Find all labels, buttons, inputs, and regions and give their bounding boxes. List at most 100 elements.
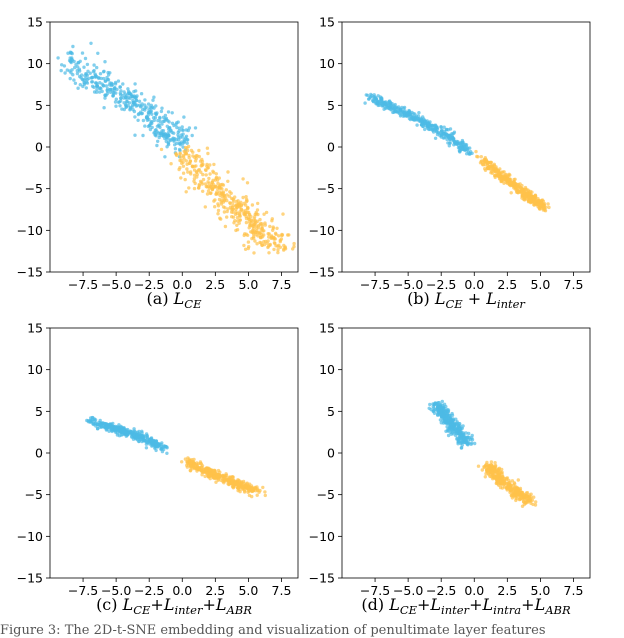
- scatter-point: [70, 68, 74, 72]
- scatter-point: [181, 141, 185, 146]
- scatter-point: [255, 242, 259, 246]
- scatter-point: [210, 187, 215, 192]
- y-tick-label: −15: [309, 571, 335, 586]
- scatter-point: [364, 93, 368, 97]
- scatter-point: [101, 421, 105, 425]
- scatter-point: [221, 205, 226, 209]
- scatter-point: [215, 190, 219, 194]
- scatter-point: [498, 177, 502, 181]
- scatter-point: [452, 426, 456, 430]
- scatter-point: [455, 437, 459, 441]
- scatter-point: [246, 207, 250, 211]
- scatter-point: [124, 100, 129, 104]
- scatter-point: [537, 203, 541, 207]
- y-tick-label: −5: [25, 487, 43, 502]
- scatter-point: [143, 108, 147, 112]
- scatter-point: [484, 472, 488, 476]
- scatter-point: [276, 250, 280, 255]
- scatter-point: [506, 485, 510, 489]
- scatter-point: [226, 170, 230, 174]
- scatter-point: [143, 98, 147, 102]
- y-tick-label: −10: [17, 529, 43, 544]
- scatter-point: [192, 186, 197, 191]
- scatter-point: [180, 460, 184, 464]
- scatter-point: [270, 235, 274, 239]
- scatter-point: [190, 467, 195, 471]
- scatter-point: [469, 442, 473, 446]
- scatter-point: [69, 71, 73, 75]
- scatter-point: [493, 175, 497, 180]
- scatter-point: [181, 155, 186, 159]
- scatter-point: [444, 128, 448, 132]
- scatter-point: [529, 198, 533, 202]
- scatter-point: [434, 130, 439, 134]
- scatter-point: [143, 103, 147, 107]
- scatter-point: [227, 194, 231, 198]
- scatter-point: [183, 145, 188, 150]
- scatter-point: [243, 247, 248, 251]
- scatter-point: [175, 125, 179, 130]
- scatter-point: [494, 169, 498, 173]
- scatter-point: [115, 431, 120, 435]
- scatter-point: [197, 186, 201, 190]
- scatter-point: [447, 423, 452, 427]
- scatter-point: [441, 136, 446, 140]
- scatter-point: [233, 212, 238, 216]
- scatter-point: [107, 429, 111, 433]
- scatter-point: [115, 87, 119, 92]
- scatter-point: [228, 478, 233, 482]
- scatter-point: [245, 482, 249, 486]
- scatter-point: [460, 147, 465, 151]
- scatter-point: [199, 164, 203, 168]
- scatter-point: [234, 199, 239, 204]
- scatter-point: [192, 457, 196, 462]
- scatter-point: [227, 482, 231, 486]
- scatter-point: [205, 192, 210, 196]
- scatter-point: [238, 218, 242, 222]
- scatter-point: [421, 124, 425, 129]
- scatter-point: [264, 239, 268, 244]
- scatter-point: [267, 232, 271, 236]
- scatter-point: [193, 155, 197, 160]
- y-tick-label: 0: [35, 446, 43, 461]
- scatter-point: [536, 198, 541, 203]
- scatter-point: [195, 170, 199, 174]
- scatter-point: [212, 471, 216, 475]
- scatter-point: [509, 494, 514, 498]
- scatter-point: [456, 428, 461, 433]
- scatter-point: [119, 424, 123, 429]
- y-tick-label: −5: [317, 487, 335, 502]
- scatter-point: [286, 233, 290, 237]
- x-tick-label: 7.5: [564, 277, 584, 292]
- scatter-point: [262, 212, 266, 216]
- scatter-point: [468, 146, 472, 150]
- scatter-point: [273, 231, 278, 235]
- scatter-point: [81, 78, 85, 82]
- subplot-c: −15 −10 −5 0 5 10 15 −7.5 −5.0 −2.5 0.0 2.5 5.0 7.5 (c…: [17, 321, 299, 617]
- scatter-point: [155, 124, 160, 128]
- scatter-point: [137, 99, 142, 104]
- scatter-point: [179, 176, 183, 180]
- scatter-point: [68, 76, 72, 81]
- scatter-point: [510, 479, 515, 483]
- scatter-point: [439, 129, 444, 133]
- scatter-point: [461, 431, 466, 435]
- scatter-point: [504, 476, 509, 480]
- scatter-point: [170, 137, 175, 141]
- scatter-point: [252, 236, 256, 240]
- scatter-point: [121, 430, 125, 434]
- scatter-point: [198, 468, 202, 472]
- scatter-point: [68, 51, 73, 55]
- scatter-point: [201, 177, 206, 182]
- scatter-point: [497, 473, 501, 478]
- scatter-point: [458, 149, 462, 153]
- scatter-point: [76, 86, 80, 90]
- scatter-point: [523, 187, 528, 191]
- scatter-point: [493, 476, 497, 480]
- scatter-point: [505, 488, 509, 492]
- scatter-point: [251, 224, 255, 229]
- scatter-point: [443, 420, 447, 424]
- scatter-point: [212, 476, 216, 480]
- scatter-point: [237, 482, 241, 486]
- scatter-point: [178, 151, 182, 155]
